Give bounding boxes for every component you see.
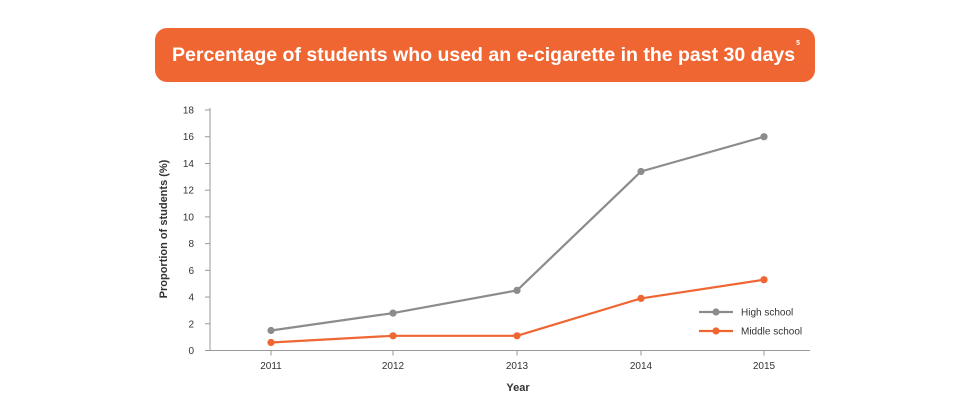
- y-tick-label: 10: [183, 212, 195, 223]
- chart-series: [267, 133, 768, 347]
- y-tick-label: 2: [188, 319, 194, 330]
- data-point: [267, 338, 275, 347]
- data-point: [637, 167, 645, 176]
- x-tick-label: 2013: [506, 361, 529, 372]
- series-line-high-school: [270, 135, 765, 332]
- x-tick-label: 2015: [753, 361, 776, 372]
- chart-title: Percentage of students who used an e-cig…: [172, 43, 796, 66]
- x-axis-title: Year: [506, 382, 530, 394]
- data-point: [760, 276, 768, 284]
- legend-marker: [712, 308, 720, 316]
- y-tick-label: 14: [183, 159, 195, 170]
- data-point: [637, 294, 645, 302]
- y-tick-label: 0: [188, 346, 194, 357]
- y-tick-label: 6: [188, 266, 194, 277]
- data-point: [760, 133, 768, 141]
- x-tick-label: 2012: [382, 361, 405, 372]
- data-point: [389, 309, 397, 317]
- y-tick-label: 4: [188, 293, 194, 304]
- chart-legend: High school Middle school: [699, 308, 802, 338]
- x-tick-label: 2014: [630, 361, 653, 372]
- y-tick-label: 18: [183, 106, 195, 117]
- data-point: [513, 332, 521, 340]
- y-axis-title: Proportion of students (%): [158, 159, 170, 298]
- y-tick-label: 16: [183, 132, 195, 143]
- chart-title-banner: Percentage of students who used an e-cig…: [155, 28, 815, 82]
- x-tick-label: 2011: [260, 361, 282, 372]
- chart-ticks: 0 2 4 6 8 10 12 14 16 18 2011 2012 2013 2014 2015: [183, 106, 776, 373]
- chart-axes: [209, 108, 810, 351]
- legend-marker: [712, 327, 720, 335]
- data-point: [513, 286, 521, 294]
- legend-label: Middle school: [741, 327, 802, 338]
- y-tick-label: 12: [183, 186, 195, 197]
- title-footnote-marker: 5: [796, 39, 800, 47]
- legend-label: High school: [741, 308, 793, 319]
- data-point: [389, 332, 397, 340]
- y-tick-label: 8: [188, 239, 194, 250]
- data-point: [267, 326, 275, 335]
